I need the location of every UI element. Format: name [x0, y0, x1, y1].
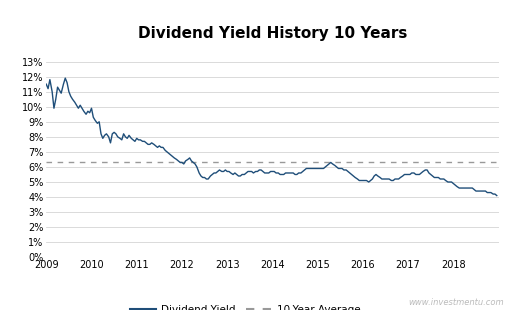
Title: Dividend Yield History 10 Years: Dividend Yield History 10 Years: [138, 26, 407, 41]
Text: www.investmentu.com: www.investmentu.com: [408, 298, 504, 307]
Legend: Dividend Yield, 10-Year Average: Dividend Yield, 10-Year Average: [125, 300, 365, 310]
